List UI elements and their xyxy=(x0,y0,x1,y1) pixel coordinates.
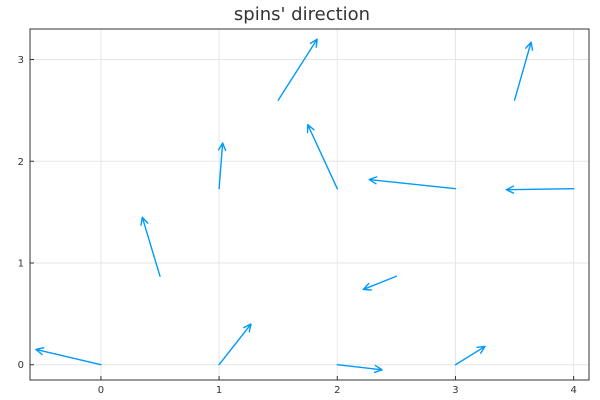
spin-arrow xyxy=(218,323,252,366)
spin-arrow xyxy=(368,176,457,190)
spin-arrow xyxy=(505,185,575,194)
y-tick-label: 0 xyxy=(18,360,24,371)
y-tick-label: 1 xyxy=(18,259,24,270)
grid xyxy=(30,29,589,380)
y-tick-label: 2 xyxy=(18,157,24,168)
x-tick-label: 1 xyxy=(216,385,222,396)
arrow-series xyxy=(35,38,575,374)
plot-frame xyxy=(29,28,590,381)
spin-arrow xyxy=(277,38,318,101)
spin-arrow xyxy=(35,347,102,366)
x-tick-label: 4 xyxy=(570,385,576,396)
spin-arrow xyxy=(217,142,227,190)
x-tick-label: 3 xyxy=(452,385,458,396)
spin-arrow xyxy=(336,364,383,374)
y-tick-label: 3 xyxy=(18,55,24,66)
chart-title: spins' direction xyxy=(234,4,370,25)
x-tick-label: 2 xyxy=(334,385,340,396)
spin-arrow xyxy=(513,41,534,101)
spin-arrow xyxy=(362,275,398,291)
spin-arrow xyxy=(454,345,486,366)
x-tick-label: 0 xyxy=(98,385,104,396)
spin-arrow xyxy=(140,216,161,277)
axis-ticks: 0 1 2 3 4 0 1 2 3 xyxy=(18,55,577,396)
spin-arrow xyxy=(306,123,338,190)
